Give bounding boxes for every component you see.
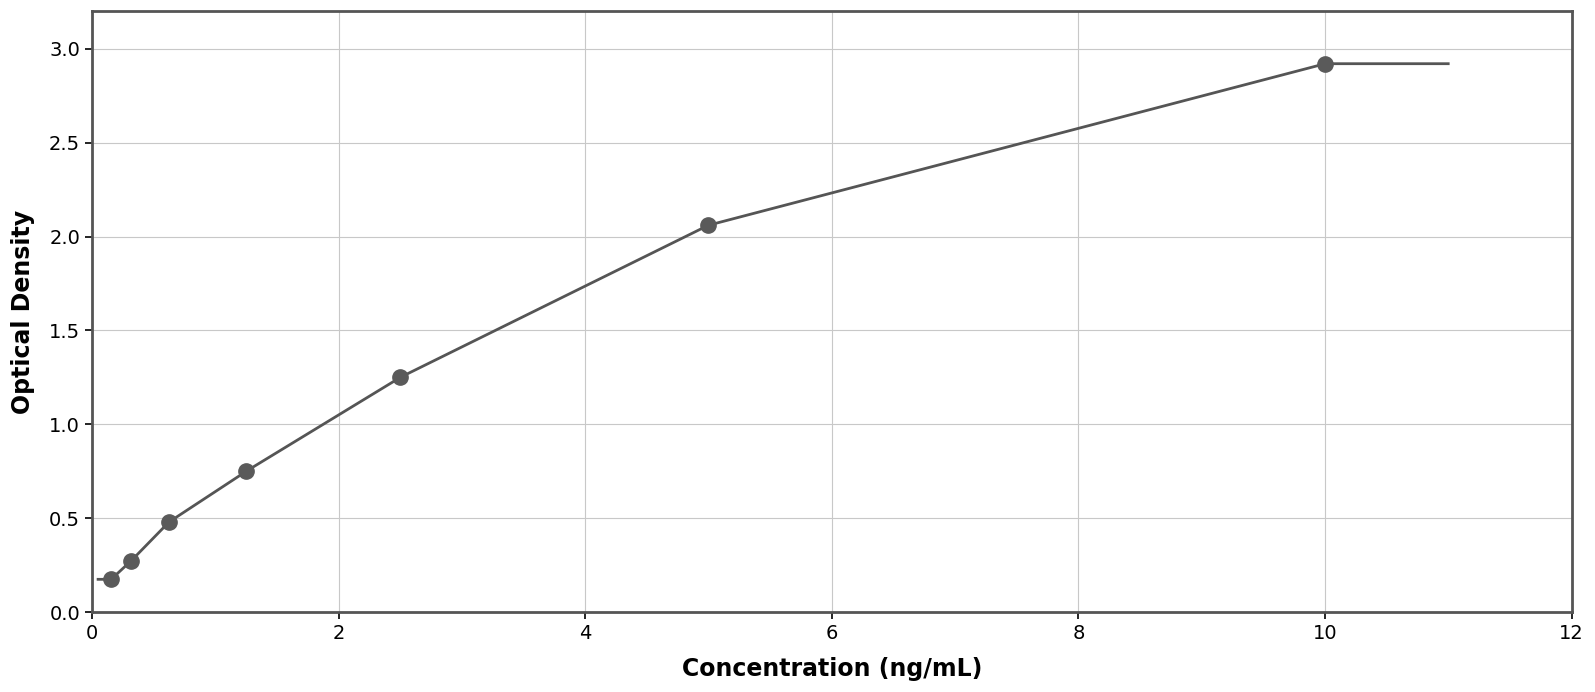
Y-axis label: Optical Density: Optical Density [11, 210, 35, 414]
Point [156, 516, 182, 527]
X-axis label: Concentration (ng/mL): Concentration (ng/mL) [681, 657, 983, 681]
Point [233, 466, 258, 477]
Point [388, 372, 413, 383]
Point [99, 574, 124, 585]
Point [118, 556, 144, 567]
Point [695, 220, 721, 231]
Point [1313, 58, 1338, 69]
